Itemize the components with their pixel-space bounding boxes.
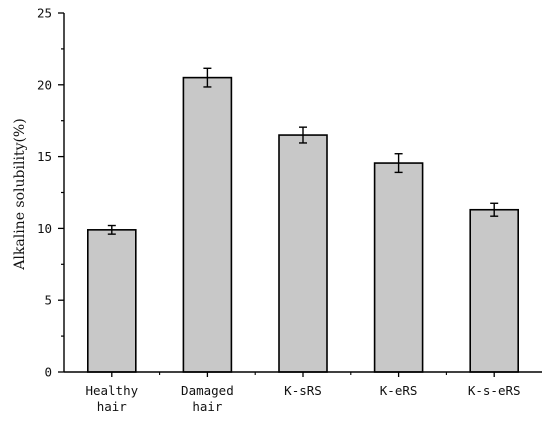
x-tick-label: K-eRS — [380, 383, 418, 398]
plot-area — [87, 67, 520, 373]
y-tick-label: 5 — [44, 293, 52, 308]
x-tick-label: Damaged — [181, 383, 234, 398]
y-tick-label: 25 — [37, 6, 52, 21]
bar — [87, 229, 137, 373]
y-tick-label: 0 — [44, 365, 52, 380]
bar — [278, 134, 328, 373]
x-tick-label: K-s-eRS — [468, 383, 521, 398]
y-tick-label: 20 — [37, 77, 52, 92]
x-tick-label: hair — [192, 399, 223, 414]
bar — [469, 208, 520, 373]
y-tick-label: 15 — [37, 149, 52, 164]
y-tick-label: 10 — [37, 221, 52, 236]
x-tick-label: K-sRS — [284, 383, 322, 398]
y-axis-title: Alkaline solubility(%) — [12, 118, 28, 270]
x-tick-label: Healthy — [85, 383, 138, 398]
bar — [182, 76, 233, 373]
bar — [373, 162, 424, 373]
x-tick-label: hair — [97, 399, 128, 414]
y-axis: 0 5 10 15 20 25 — [37, 6, 65, 380]
